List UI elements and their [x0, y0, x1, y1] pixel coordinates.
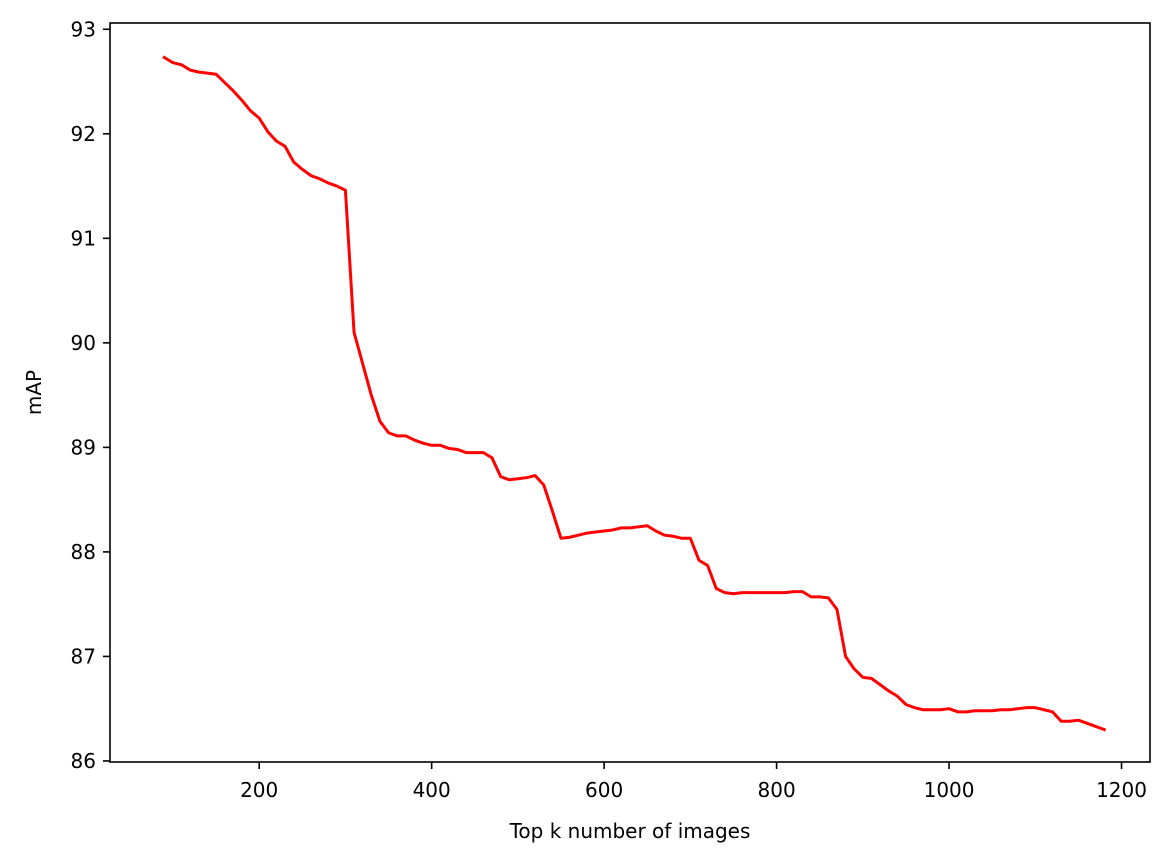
x-tick-label: 400	[413, 778, 451, 802]
y-tick-label: 87	[71, 644, 96, 668]
x-tick-label: 200	[240, 778, 278, 802]
y-tick-label: 89	[71, 435, 96, 459]
y-tick-label: 90	[71, 331, 96, 355]
x-tick-label: 600	[585, 778, 623, 802]
y-tick-label: 88	[71, 540, 96, 564]
y-axis-ticks: 86 87 88 89 90 91 92 93	[71, 17, 110, 773]
y-tick-label: 86	[71, 749, 96, 773]
y-tick-label: 93	[71, 17, 96, 41]
x-tick-label: 1200	[1096, 778, 1147, 802]
y-tick-label: 91	[71, 226, 96, 250]
map-line	[162, 55, 1107, 732]
x-axis-ticks: 200 400 600 800 1000 1200	[240, 762, 1147, 802]
plot-area	[110, 23, 1150, 762]
x-tick-label: 800	[758, 778, 796, 802]
plot-frame	[109, 22, 1151, 763]
x-tick-label: 1000	[924, 778, 975, 802]
y-axis-label: mAP	[22, 370, 46, 415]
x-axis-label: Top k number of images	[509, 819, 751, 843]
y-tick-label: 92	[71, 122, 96, 146]
